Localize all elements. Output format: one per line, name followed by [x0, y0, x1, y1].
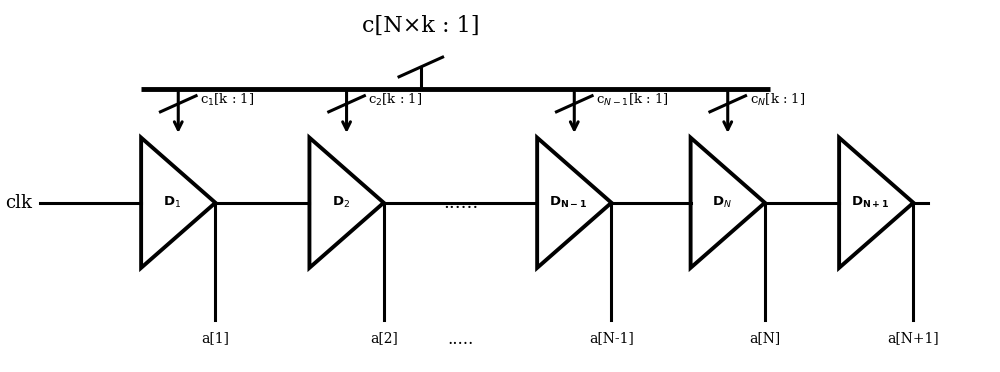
- Text: $\mathbf{D}_{\mathbf{N-1}}$: $\mathbf{D}_{\mathbf{N-1}}$: [549, 195, 587, 210]
- Text: .....: .....: [447, 331, 474, 348]
- Text: a[N+1]: a[N+1]: [887, 331, 939, 345]
- Text: c$_{N-1}$[k : 1]: c$_{N-1}$[k : 1]: [596, 92, 669, 108]
- Text: $\mathbf{D}_{2}$: $\mathbf{D}_{2}$: [332, 195, 350, 210]
- Text: clk: clk: [5, 194, 32, 212]
- Text: a[1]: a[1]: [201, 331, 229, 345]
- Text: $\mathbf{D}_{\mathbf{N+1}}$: $\mathbf{D}_{\mathbf{N+1}}$: [851, 195, 889, 210]
- Text: $\mathbf{D}_{1}$: $\mathbf{D}_{1}$: [163, 195, 181, 210]
- Text: ......: ......: [443, 194, 478, 212]
- Text: a[2]: a[2]: [370, 331, 398, 345]
- Text: a[N]: a[N]: [749, 331, 780, 345]
- Text: c$_N$[k : 1]: c$_N$[k : 1]: [750, 92, 805, 108]
- Text: $\mathbf{D}_{N}$: $\mathbf{D}_{N}$: [712, 195, 732, 210]
- Text: c$_1$[k : 1]: c$_1$[k : 1]: [200, 92, 254, 108]
- Text: c[N×k : 1]: c[N×k : 1]: [362, 15, 480, 37]
- Text: a[N-1]: a[N-1]: [589, 331, 634, 345]
- Text: c$_2$[k : 1]: c$_2$[k : 1]: [368, 92, 423, 108]
